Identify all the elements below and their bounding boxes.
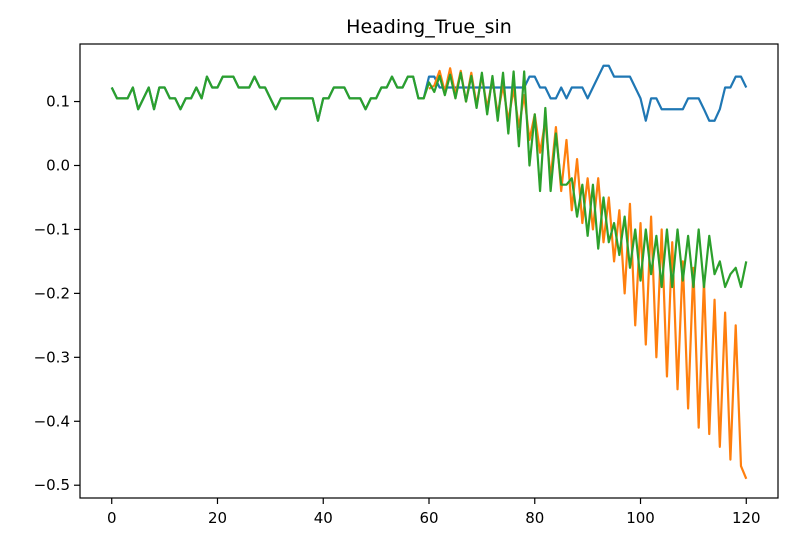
x-tick-label: 40	[314, 509, 333, 527]
series-layer	[110, 64, 748, 480]
y-tick-label: 0.0	[46, 156, 70, 174]
series-line-3	[110, 70, 748, 289]
y-tick-label: −0.3	[34, 348, 70, 366]
x-tick-label: 60	[419, 509, 438, 527]
y-tick-label: −0.1	[34, 220, 70, 238]
y-tick-label: −0.5	[34, 476, 70, 494]
y-tick-label: 0.1	[46, 93, 70, 111]
axes-frame	[79, 43, 779, 499]
y-tick-label: −0.2	[34, 284, 70, 302]
y-tick-label: −0.4	[34, 412, 70, 430]
x-tick-label: 120	[732, 509, 761, 527]
ticks-layer: 0 20 40 60 80 100 120 0.1 0.0 −0.1 −0.2 −0.3 −0.4 −0.…	[34, 93, 761, 527]
x-tick-label: 80	[525, 509, 544, 527]
x-tick-label: 100	[626, 509, 655, 527]
x-tick-label: 20	[208, 509, 227, 527]
x-tick-label: 0	[107, 509, 117, 527]
chart-title: Heading_True_sin	[346, 16, 512, 38]
